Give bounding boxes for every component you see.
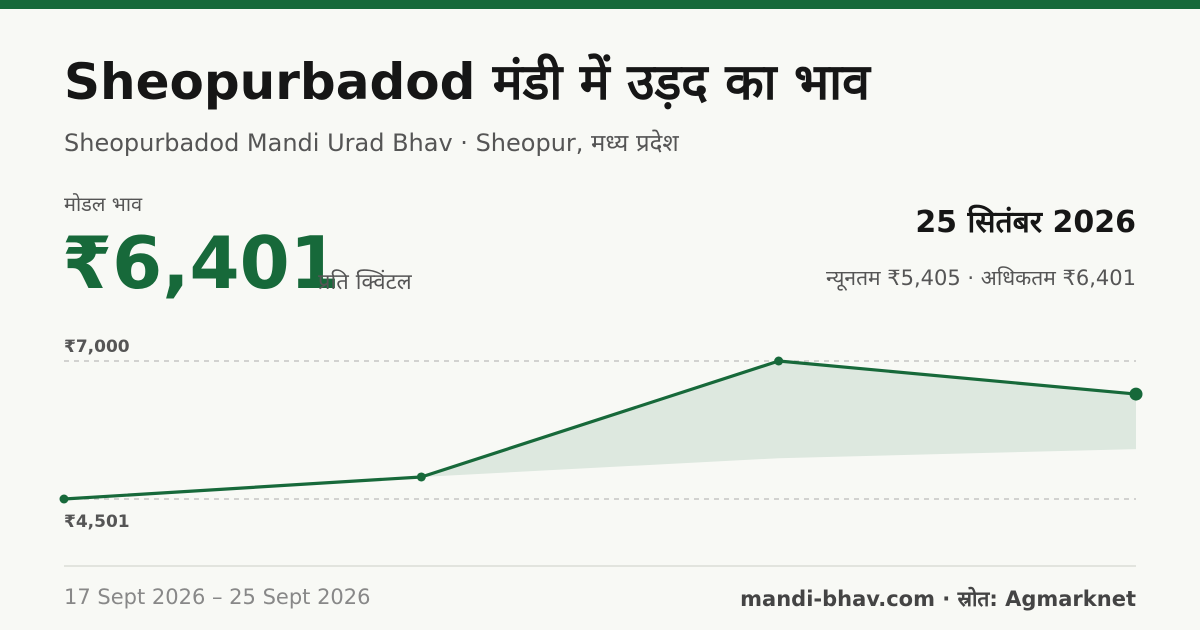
data-points [59,356,1143,504]
footer-divider [64,565,1136,567]
data-point-2 [774,356,784,366]
min-max-price: न्यूनतम ₹5,405 · अधिकतम ₹6,401 [826,266,1136,290]
min-max-band [421,361,1136,477]
data-point-3 [1129,387,1143,401]
page-title: Sheopurbadod मंडी में उड़द का भाव [64,53,870,111]
price-date: 25 सितंबर 2026 [915,205,1136,240]
y-tick-label-top: ₹7,000 [64,337,130,357]
date-range: 17 Sept 2026 – 25 Sept 2026 [64,585,371,609]
page-subtitle: Sheopurbadod Mandi Urad Bhav · Sheopur, … [64,129,679,157]
top-accent-bar [0,0,1200,9]
data-point-1 [416,472,426,482]
modal-price-value: ₹6,401 [62,221,340,305]
price-unit: प्रति क्विंटल [318,270,412,295]
modal-price-line [62,359,1138,501]
source-credit: mandi-bhav.com · स्रोत: Agmarknet [740,587,1136,611]
data-point-0 [59,494,69,504]
y-tick-label-bottom: ₹4,501 [64,512,130,532]
modal-price-label: मोडल भाव [64,192,143,216]
